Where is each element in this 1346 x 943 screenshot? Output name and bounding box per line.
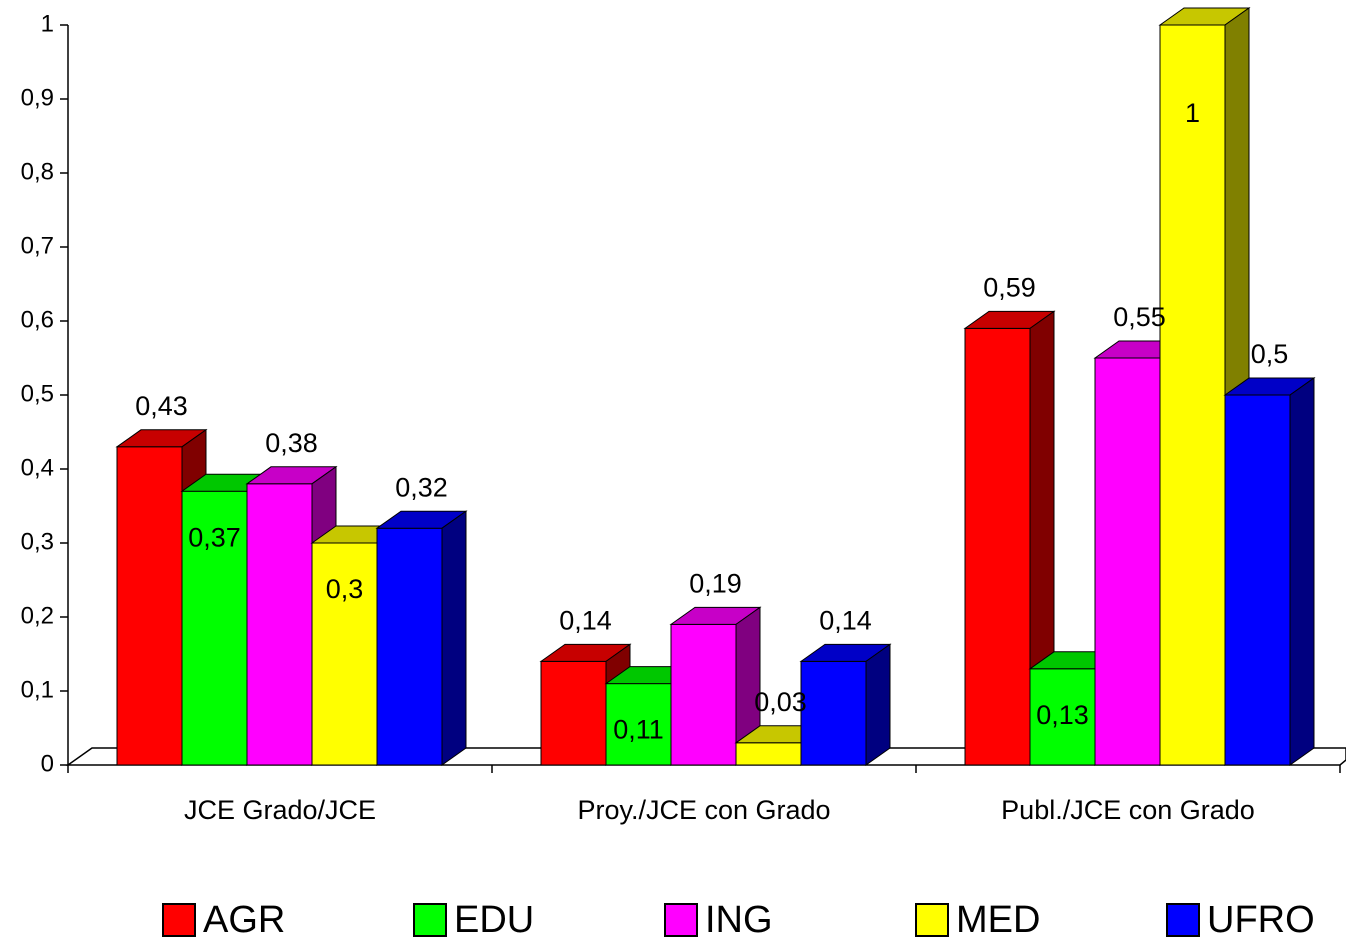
bar bbox=[1094, 357, 1161, 766]
x-tick-label: Proy./JCE con Grado bbox=[577, 795, 830, 825]
value-label: 0,19 bbox=[689, 569, 742, 599]
y-tick-label: 0,7 bbox=[21, 232, 54, 259]
legend-swatch bbox=[162, 903, 196, 937]
value-label: 0,14 bbox=[559, 606, 612, 636]
value-label: 0,32 bbox=[395, 472, 448, 502]
bar bbox=[540, 660, 607, 766]
bar bbox=[670, 623, 737, 766]
value-label: 0,37 bbox=[188, 522, 241, 552]
value-label: 0,55 bbox=[1113, 302, 1166, 332]
bar bbox=[800, 660, 867, 766]
y-tick-label: 0,8 bbox=[21, 158, 54, 185]
legend-label: UFRO bbox=[1207, 899, 1315, 941]
value-label: 0,13 bbox=[1036, 700, 1089, 730]
bar bbox=[964, 327, 1031, 766]
y-tick-label: 0,3 bbox=[21, 528, 54, 555]
x-tick-label: JCE Grado/JCE bbox=[184, 795, 376, 825]
bar bbox=[181, 490, 248, 766]
legend-swatch bbox=[413, 903, 447, 937]
bar-side bbox=[865, 643, 891, 766]
y-tick-label: 0,5 bbox=[21, 380, 54, 407]
legend-label: ING bbox=[705, 899, 773, 941]
bar-side bbox=[1289, 377, 1315, 766]
bar bbox=[246, 483, 313, 766]
y-tick-label: 0,2 bbox=[21, 602, 54, 629]
legend-swatch bbox=[664, 903, 698, 937]
y-tick-label: 0,6 bbox=[21, 306, 54, 333]
legend-label: EDU bbox=[454, 899, 534, 941]
y-tick-label: 0,4 bbox=[21, 454, 54, 481]
bar bbox=[1224, 394, 1291, 766]
bar bbox=[376, 527, 443, 766]
y-tick-label: 0,1 bbox=[21, 676, 54, 703]
value-label: 0,14 bbox=[819, 606, 872, 636]
value-label: 0,3 bbox=[326, 574, 364, 604]
legend-label: AGR bbox=[203, 899, 285, 941]
bar bbox=[311, 542, 378, 766]
value-label: 0,11 bbox=[613, 715, 664, 745]
legend-label: MED bbox=[956, 899, 1040, 941]
y-tick-label: 0 bbox=[41, 750, 54, 777]
bar bbox=[735, 742, 802, 766]
legend-swatch bbox=[1166, 903, 1200, 937]
x-tick-label: Publ./JCE con Grado bbox=[1001, 795, 1255, 825]
value-label: 0,59 bbox=[983, 273, 1036, 303]
bar bbox=[1159, 24, 1226, 766]
y-tick-label: 0,9 bbox=[21, 84, 54, 111]
value-label: 1 bbox=[1185, 98, 1200, 128]
value-label: 0,38 bbox=[265, 428, 318, 458]
bar-side bbox=[441, 510, 467, 766]
value-label: 0,03 bbox=[754, 687, 807, 717]
bar bbox=[116, 446, 183, 766]
y-tick-label: 1 bbox=[41, 10, 54, 37]
value-label: 0,5 bbox=[1251, 339, 1289, 369]
value-label: 0,43 bbox=[135, 391, 188, 421]
legend-swatch bbox=[915, 903, 949, 937]
